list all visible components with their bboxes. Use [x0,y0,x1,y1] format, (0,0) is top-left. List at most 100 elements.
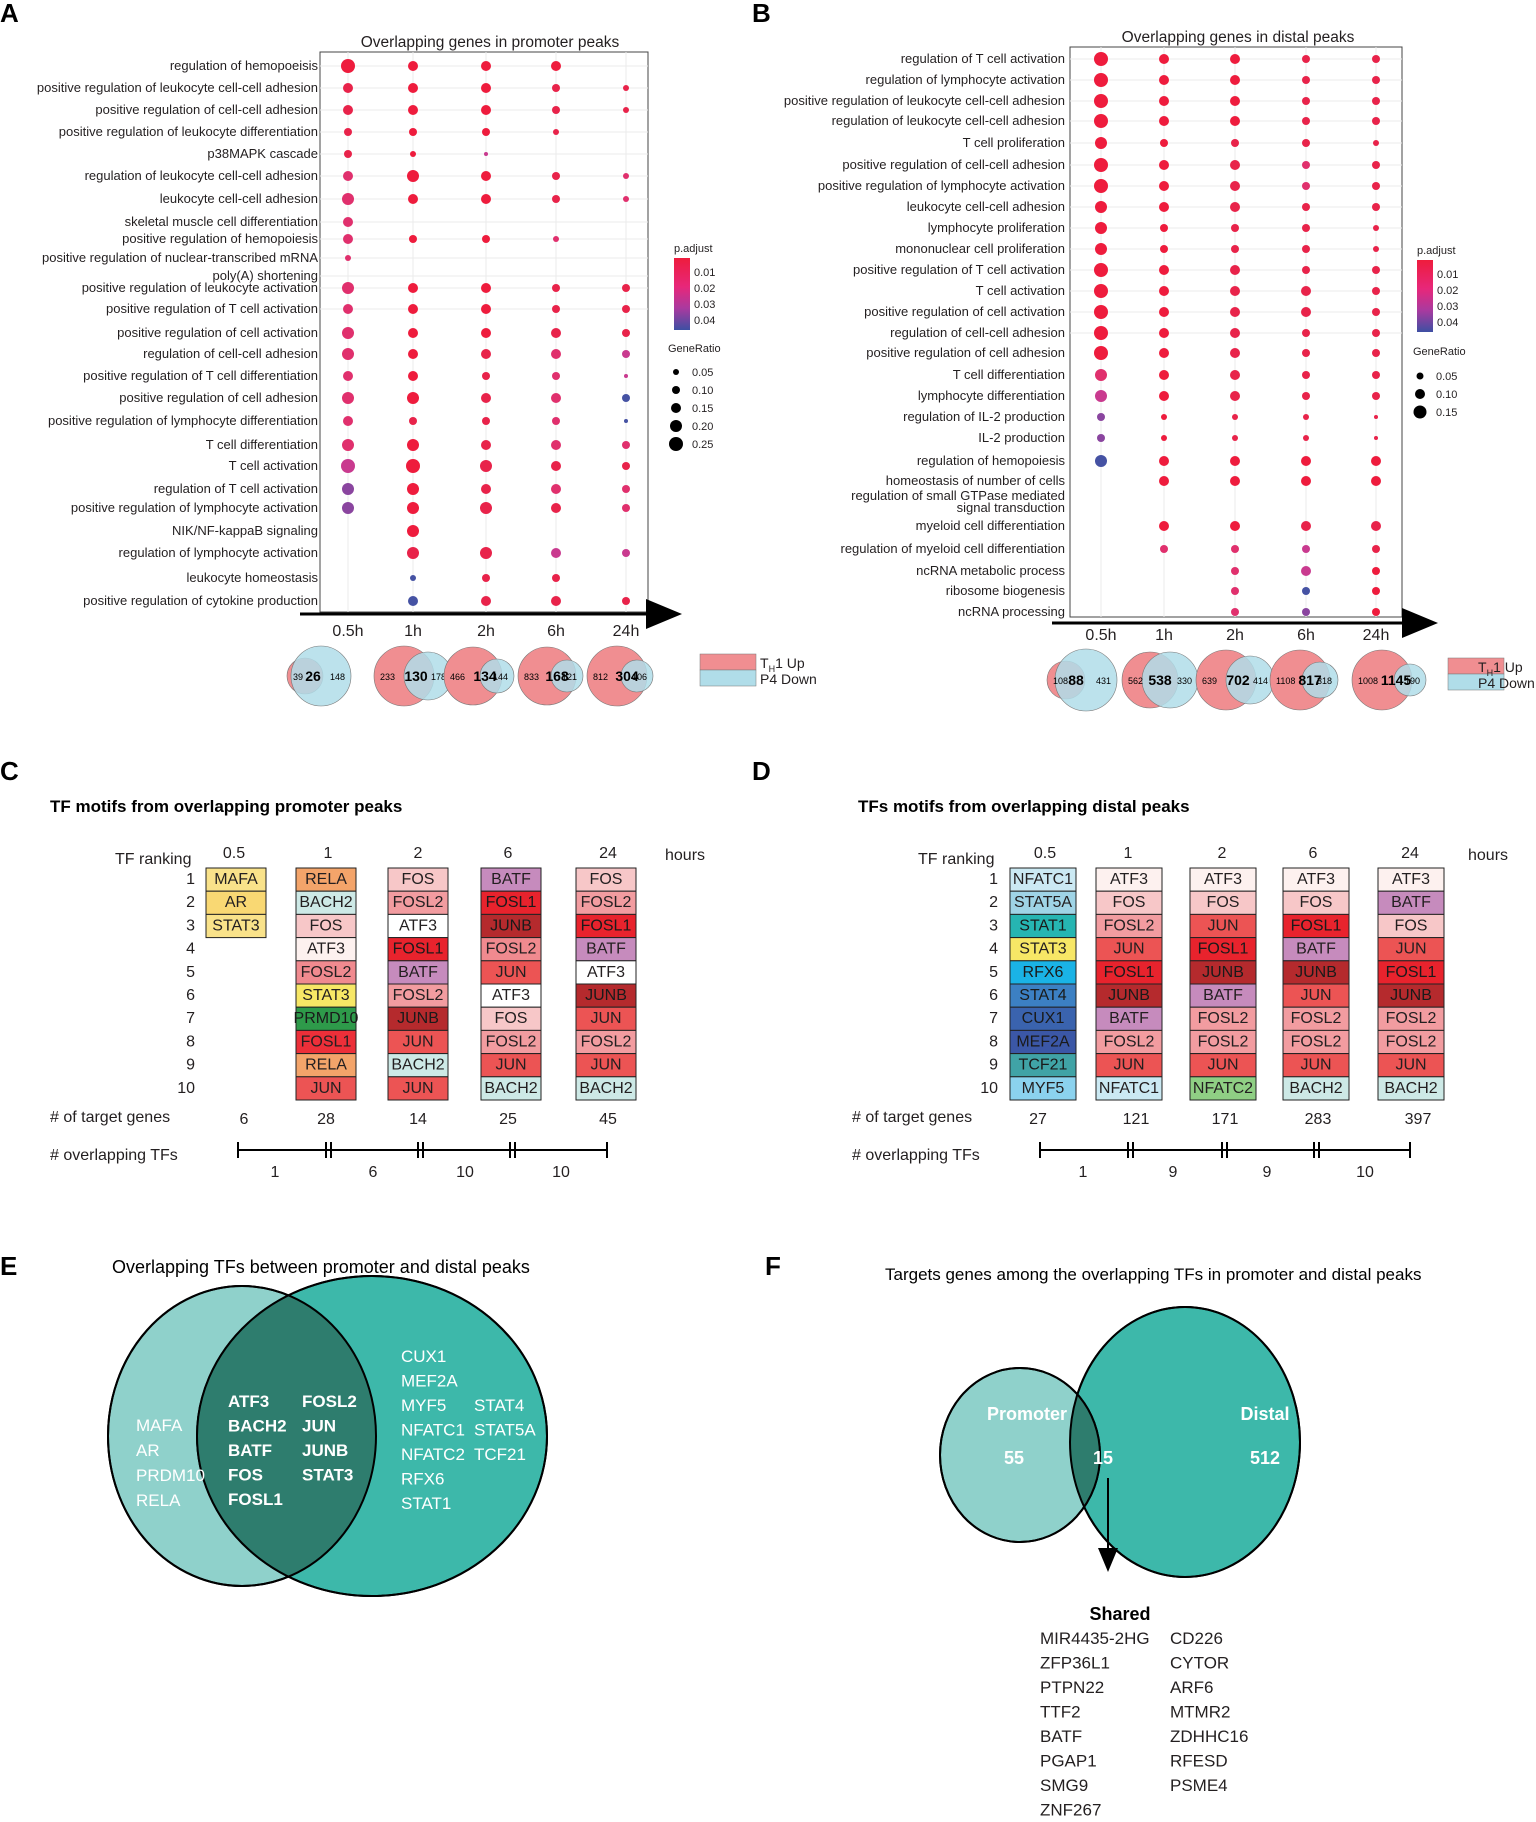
target-gene-count: 397 [1405,1111,1432,1128]
enrichment-dot [1231,224,1239,232]
enrichment-dot [1161,435,1167,441]
enrichment-dot [406,459,420,473]
enrichment-dot [553,236,559,242]
go-term-label: positive regulation of cytokine producti… [83,593,318,608]
venn-shared-count: 538 [1148,672,1172,688]
enrichment-dot [408,349,418,359]
enrichment-dot [1094,179,1108,193]
go-term-label: T cell proliferation [963,135,1065,150]
distal-label: Distal [1240,1404,1289,1424]
rank-number: 3 [989,917,998,934]
tf-list-item: PRDM10 [136,1466,205,1485]
enrichment-dot [481,349,491,359]
tf-name: MAFA [214,871,258,888]
generatio-tick: 0.15 [692,403,713,415]
enrichment-dot [1159,286,1169,296]
enrichment-dot [481,484,491,494]
enrichment-dot [622,597,630,605]
enrichment-dot [1301,307,1311,317]
enrichment-dot [1094,263,1108,277]
enrichment-dot [1230,348,1240,358]
enrichment-dot [409,128,417,136]
enrichment-dot [1374,436,1378,440]
enrichment-dot [407,483,419,495]
tf-list-item: CD226 [1170,1629,1223,1648]
enrichment-dot [1231,587,1239,595]
panel-e-letter: E [0,1251,17,1281]
enrichment-dot [408,371,418,381]
enrichment-dot [481,304,491,314]
enrichment-dot [1095,243,1107,255]
tf-name: FOSL2 [393,894,444,911]
generatio-size-dot [670,420,682,432]
go-term-label: positive regulation of hemopoiesis [122,231,318,246]
tf-name: NFATC2 [1193,1080,1253,1097]
enrichment-dot [1097,434,1105,442]
go-term-label: skeletal muscle cell differentiation [125,214,318,229]
rank-number: 6 [186,987,195,1004]
enrichment-dot [407,170,419,182]
enrichment-dot [623,173,629,179]
enrichment-dot [481,83,491,93]
enrichment-dot [1374,415,1378,419]
enrichment-dot [1372,97,1380,105]
enrichment-dot [622,462,630,470]
tf-list-item: BATF [228,1441,272,1460]
panel-e-title: Overlapping TFs between promoter and dis… [112,1257,530,1277]
tf-name: FOSL2 [1198,1033,1249,1050]
tf-list-item: ARF6 [1170,1678,1213,1697]
enrichment-dot [623,196,629,202]
hour-header: 6 [504,845,513,862]
go-term-label: regulation of hemopoeisis [170,58,319,73]
tf-name: ATF3 [1110,871,1148,888]
enrichment-dot [345,255,351,261]
tf-list-item: ZFP36L1 [1040,1654,1110,1673]
timepoint-tick: 0.5h [332,623,363,640]
rank-number: 10 [980,1080,998,1097]
enrichment-dot [1302,587,1310,595]
panel-d-overlap-label: # overlapping TFs [852,1147,980,1164]
enrichment-dot [1159,391,1169,401]
enrichment-dot [622,284,630,292]
enrichment-dot [342,282,354,294]
tf-name: ATF3 [307,941,345,958]
enrichment-dot [623,107,629,113]
hour-header: 2 [414,845,423,862]
tf-name: FOSL2 [581,1033,632,1050]
hour-header: 24 [1401,845,1419,862]
enrichment-dot [1301,476,1311,486]
tf-name: JUN [590,1010,621,1027]
enrichment-dot [482,574,490,582]
tf-name: JUN [1113,941,1144,958]
enrichment-dot [552,305,560,313]
tf-name: FOSL2 [301,964,352,981]
panel-c-ranking-label: TF ranking [115,851,191,868]
go-term-label: NIK/NF-kappaB signaling [172,523,318,538]
enrichment-dot [552,195,560,203]
enrichment-dot [551,393,561,403]
go-term-label: regulation of T cell activation [154,481,318,496]
panel-e: E Overlapping TFs between promoter and d… [0,1251,548,1597]
panel-b-venn-legend: TH1 Up P4 Down [1447,657,1535,691]
enrichment-dot [407,525,419,537]
enrichment-dot [1372,55,1380,63]
enrichment-dot [1160,139,1168,147]
enrichment-dot [1159,54,1169,64]
venn-shared-count: 1145 [1381,672,1412,688]
panel-a: A Overlapping genes in promoter peaks re… [0,0,817,707]
enrichment-dot [1159,96,1169,106]
panel-a-padjust-title: p.adjust [674,243,713,255]
enrichment-dot [342,193,354,205]
go-term-label: positive regulation of nuclear-transcrib… [42,250,318,265]
tf-name: JUN [402,1080,433,1097]
enrichment-dot [1159,202,1169,212]
tf-list-item: RFESD [1170,1752,1228,1771]
go-term-label: T cell activation [229,458,318,473]
target-gene-count: 45 [599,1111,617,1128]
enrichment-dot [481,194,491,204]
tf-name: FOSL2 [1386,1033,1437,1050]
tf-name: FOSL1 [301,1033,352,1050]
enrichment-dot [551,440,561,450]
hour-header: 1 [1124,845,1133,862]
venn-shared-count: 88 [1068,672,1084,688]
